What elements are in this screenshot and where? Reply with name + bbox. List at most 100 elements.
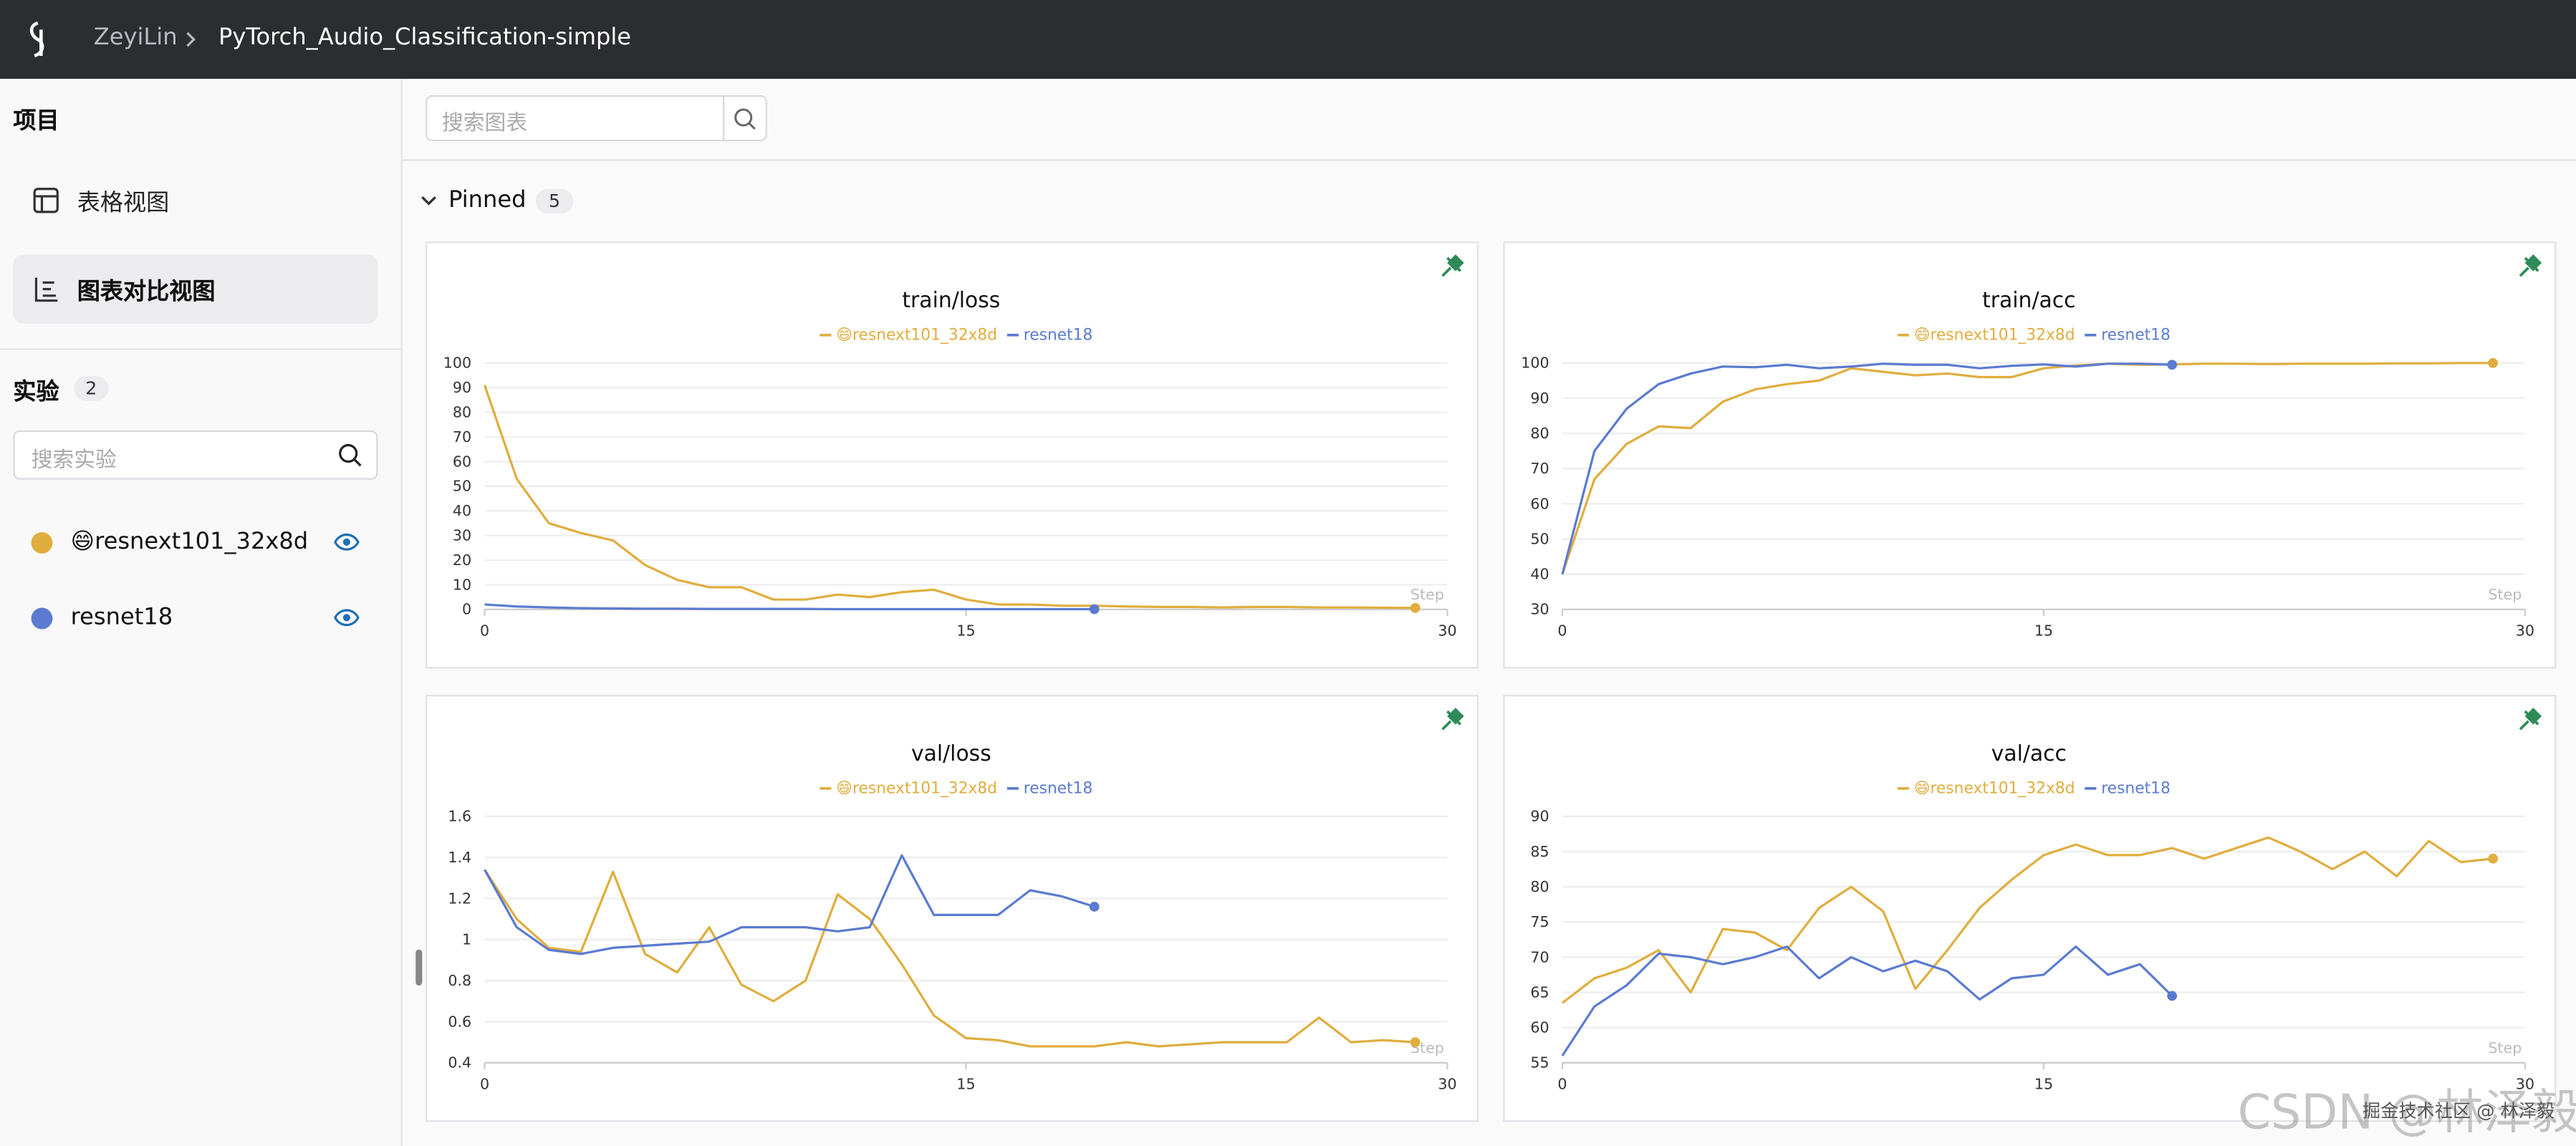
collapse-icon[interactable]: [419, 191, 439, 211]
pin-icon[interactable]: [2519, 708, 2542, 731]
eye-icon: [334, 609, 360, 627]
y-tick-label: 0.4: [448, 1054, 471, 1072]
y-tick-label: 100: [1521, 355, 1549, 372]
search-divider: [723, 95, 725, 142]
legend-label: 😄resnext101_32x8d: [1914, 327, 2075, 345]
pin-icon[interactable]: [1441, 254, 1464, 277]
experiment-name: 😄resnext101_32x8d: [70, 529, 309, 556]
pin-icon[interactable]: [2519, 254, 2542, 277]
y-tick-label: 70: [453, 428, 471, 446]
series-line: [1561, 362, 2494, 575]
x-tick-label: 30: [2516, 622, 2534, 640]
series-line: [484, 385, 1416, 610]
x-tick-label: 0: [480, 622, 489, 640]
view-item[interactable]: 图表对比视图: [77, 279, 216, 306]
y-tick-label: 75: [1530, 913, 1549, 930]
view-item-selected[interactable]: [13, 254, 378, 324]
experiment-name: resnet18: [70, 604, 173, 631]
y-tick-label: 40: [1530, 566, 1549, 583]
series-end-point: [2167, 360, 2178, 370]
series-end-point: [2488, 357, 2498, 368]
x-axis-label: Step: [1410, 586, 1444, 603]
chart: train/loss 😄resnext101_32x8d resnet18 0 10 20…: [443, 254, 1464, 640]
x-tick-label: 30: [2516, 1076, 2534, 1093]
y-tick-label: 0: [462, 601, 471, 618]
x-tick-label: 0: [1557, 1076, 1567, 1093]
legend-label: 😄resnext101_32x8d: [1914, 780, 2075, 798]
series-end-point: [1410, 602, 1421, 613]
experiment-search[interactable]: [13, 430, 378, 480]
chart-title: train/acc: [1982, 288, 2075, 313]
x-tick-label: 15: [956, 622, 975, 640]
legend-label: 😄resnext101_32x8d: [836, 780, 997, 798]
x-tick-label: 15: [956, 1076, 975, 1093]
x-tick-label: 15: [2034, 1076, 2053, 1093]
view-item[interactable]: 表格视图: [77, 191, 170, 217]
legend-label: resnet18: [2101, 780, 2171, 798]
chart: val/acc 😄resnext101_32x8d resnet18 55 60 65 70…: [1530, 708, 2542, 1093]
visibility-toggle[interactable]: [334, 531, 360, 554]
series-end-point: [1089, 902, 1100, 912]
pin-icon[interactable]: [1441, 708, 1464, 731]
search-icon[interactable]: [337, 442, 363, 468]
project-name[interactable]: PyTorch_Audio_Classification-simple: [218, 24, 632, 52]
x-tick-label: 15: [2034, 622, 2053, 640]
y-tick-label: 30: [453, 527, 471, 544]
y-tick-label: 10: [453, 576, 471, 593]
series-line: [484, 854, 1095, 955]
y-tick-label: 40: [453, 502, 471, 519]
y-tick-label: 1.6: [448, 808, 471, 825]
divider: [402, 159, 2576, 161]
watermark: 掘金技术社区 @ 林泽毅: [2362, 1100, 2555, 1122]
y-tick-label: 0.8: [448, 972, 471, 989]
y-tick-label: 85: [1530, 843, 1549, 860]
y-tick-label: 55: [1530, 1054, 1549, 1072]
series-line: [1561, 362, 2173, 575]
resize-handle[interactable]: [415, 949, 423, 986]
y-tick-label: 90: [1530, 808, 1549, 825]
search-button[interactable]: [733, 107, 757, 131]
chart: val/loss 😄resnext101_32x8d resnet18 0.4 0.6 0…: [448, 708, 1464, 1093]
experiment-color: [31, 532, 53, 554]
workspace[interactable]: ZeyiLin: [93, 24, 178, 52]
divider: [0, 348, 401, 350]
legend-label: 😄resnext101_32x8d: [836, 327, 997, 345]
y-tick-label: 90: [453, 379, 471, 396]
series-line: [484, 869, 1416, 1048]
y-tick-label: 80: [1530, 878, 1549, 895]
y-tick-label: 60: [1530, 1019, 1549, 1036]
series-end-point: [1410, 1037, 1421, 1048]
x-tick-label: 30: [1438, 622, 1456, 640]
chart-title: val/acc: [1991, 741, 2067, 766]
y-tick-label: 50: [453, 478, 471, 495]
search-placeholder: 搜索图表: [441, 111, 528, 137]
table-icon: [33, 188, 59, 213]
y-tick-label: 70: [1530, 948, 1549, 966]
y-tick-label: 1.2: [448, 890, 471, 907]
y-tick-label: 90: [1530, 390, 1549, 407]
chart-panel: train/loss 😄resnext101_32x8d resnet18 0 10 20…: [425, 241, 1479, 669]
chart: train/acc 😄resnext101_32x8d resnet18 30 40 50…: [1521, 254, 2542, 640]
section-title[interactable]: Pinned: [448, 187, 527, 214]
x-tick-label: 0: [1557, 622, 1567, 640]
y-tick-label: 50: [1530, 530, 1549, 547]
chart-title: val/loss: [911, 741, 991, 766]
x-axis-label: Step: [2488, 1039, 2522, 1056]
series-end-point: [2488, 853, 2498, 864]
eye-pupil: [342, 614, 350, 622]
watermark: CSDN @林泽毅: [2237, 1084, 2576, 1140]
chart-panel: val/loss 😄resnext101_32x8d resnet18 0.4 0.6 0…: [425, 695, 1479, 1122]
visibility-toggle[interactable]: [334, 606, 360, 629]
chart-panel: val/acc 😄resnext101_32x8d resnet18 55 60 65 70…: [1503, 695, 2557, 1122]
y-tick-label: 60: [1530, 495, 1549, 512]
chart-search[interactable]: [425, 95, 768, 142]
search-placeholder: 搜索实验: [31, 448, 117, 473]
y-tick-label: 65: [1530, 983, 1549, 1001]
breadcrumb-separator: [186, 32, 196, 47]
x-tick-label: 0: [480, 1076, 489, 1093]
chart-icon: [34, 277, 58, 302]
experiment-color: [31, 607, 53, 630]
header: ZeyiLin PyTorch_Audio_Classification-sim…: [0, 0, 2576, 80]
